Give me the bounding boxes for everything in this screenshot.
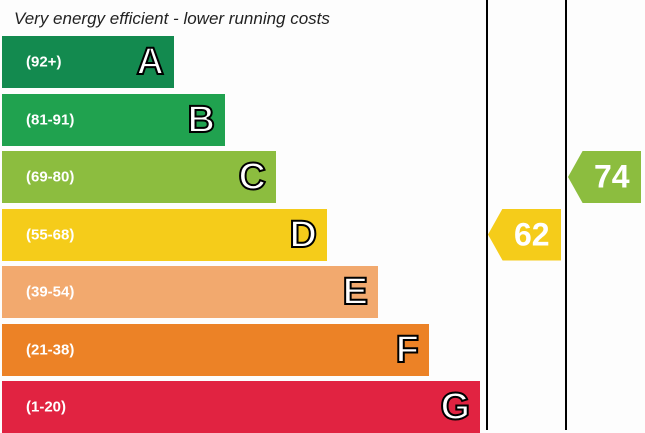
band-range-label: (55-68) bbox=[26, 226, 75, 243]
potential-rating-arrow: 74 bbox=[568, 151, 641, 203]
chart-title: Very energy efficient - lower running co… bbox=[14, 9, 330, 28]
potential-rating-value: 74 bbox=[594, 158, 630, 195]
band-letter: C bbox=[238, 156, 267, 198]
band-letter: F bbox=[395, 328, 420, 371]
band-range-label: (69-80) bbox=[26, 168, 75, 186]
rating-bar-b: (81-91) B bbox=[2, 93, 225, 146]
band-letter: A bbox=[136, 41, 165, 83]
arrow-shape bbox=[568, 151, 641, 203]
arrow-shape bbox=[488, 208, 561, 261]
rating-bar-a: (92+) A bbox=[2, 36, 174, 88]
rating-bar-e: (39-54) E bbox=[2, 266, 378, 318]
band-range-label: (92+) bbox=[26, 53, 62, 71]
rating-bar-g: (1-20) G bbox=[2, 381, 480, 433]
current-rating-value: 62 bbox=[514, 216, 550, 252]
column-divider-left bbox=[486, 0, 488, 430]
current-rating-arrow: 62 bbox=[488, 208, 561, 261]
band-letter: B bbox=[187, 98, 216, 141]
band-letter: D bbox=[289, 213, 318, 256]
band-range-label: (21-38) bbox=[26, 341, 75, 358]
rating-bar-f: (21-38) F bbox=[2, 323, 429, 376]
rating-bar-d: (55-68) D bbox=[2, 208, 327, 261]
band-range-label: (81-91) bbox=[26, 111, 75, 128]
band-range-label: (39-54) bbox=[26, 283, 75, 301]
column-divider-right bbox=[565, 0, 567, 430]
band-letter: G bbox=[439, 386, 471, 428]
rating-bar-c: (69-80) C bbox=[2, 151, 276, 203]
band-letter: E bbox=[342, 271, 369, 313]
band-range-label: (1-20) bbox=[26, 398, 67, 416]
